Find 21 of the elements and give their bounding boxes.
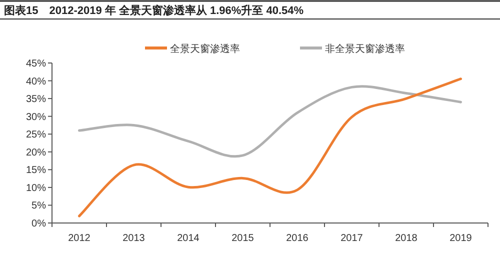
legend-label: 全景天窗渗透率	[170, 43, 240, 55]
x-tick-label: 2018	[395, 233, 418, 244]
y-tick-label: 10%	[26, 182, 46, 194]
chart-title: 图表15 2012-2019 年 全景天窗渗透率从 1.96%升至 40.54%	[4, 4, 304, 17]
x-tick-label: 2014	[177, 233, 200, 244]
x-tick-label: 2013	[122, 233, 146, 244]
y-tick-label: 40%	[26, 76, 46, 88]
x-tick-label: 2017	[340, 233, 364, 244]
y-tick-label: 45%	[26, 58, 46, 70]
y-tick-label: 5%	[32, 200, 46, 212]
y-tick-label: 0%	[32, 218, 46, 230]
x-tick-label: 2012	[68, 233, 91, 244]
y-tick-label: 35%	[26, 94, 46, 106]
y-tick-label: 15%	[26, 165, 46, 176]
x-tick-label: 2015	[232, 233, 254, 244]
y-tick-label: 25%	[26, 130, 46, 141]
x-tick-label: 2019	[450, 233, 472, 244]
y-tick-label: 20%	[26, 147, 46, 158]
x-tick-label: 2016	[286, 233, 309, 244]
y-tick-label: 30%	[26, 112, 46, 123]
legend-label: 非全景天窗渗透率	[325, 43, 405, 55]
